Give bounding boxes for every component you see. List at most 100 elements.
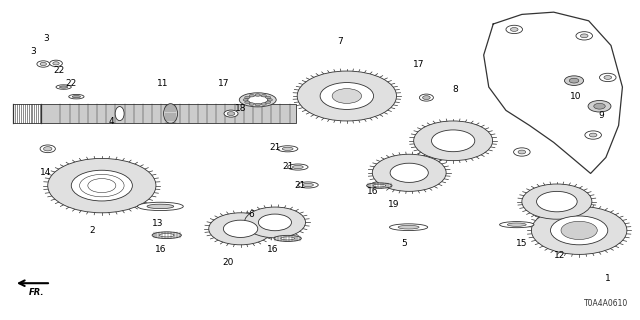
Ellipse shape [227,112,235,116]
Circle shape [518,150,525,154]
Text: 9: 9 [598,111,604,120]
Ellipse shape [164,104,177,124]
Circle shape [413,121,493,161]
Text: 7: 7 [338,37,344,46]
Ellipse shape [239,93,276,107]
Text: 6: 6 [248,210,254,219]
Ellipse shape [115,107,124,121]
Ellipse shape [422,96,430,100]
Ellipse shape [40,62,47,66]
Circle shape [255,94,260,96]
Circle shape [585,131,602,139]
Circle shape [580,34,588,38]
Circle shape [223,220,258,237]
Circle shape [561,221,597,239]
Circle shape [320,83,374,109]
Circle shape [531,206,627,254]
Text: T0A4A0610: T0A4A0610 [584,299,628,308]
Circle shape [297,71,397,121]
Ellipse shape [508,223,526,226]
Text: 1: 1 [605,274,611,283]
Circle shape [255,103,260,106]
Ellipse shape [390,224,428,230]
Ellipse shape [274,236,301,242]
Circle shape [522,184,592,219]
Text: 18: 18 [235,104,246,113]
Circle shape [600,73,616,82]
Text: 16: 16 [267,245,278,254]
Text: 3: 3 [30,47,36,56]
Text: 21: 21 [282,162,293,171]
Ellipse shape [50,60,62,67]
Text: 17: 17 [413,60,424,68]
Ellipse shape [56,85,71,89]
Ellipse shape [500,221,534,228]
Ellipse shape [278,146,298,152]
Circle shape [244,207,305,238]
Ellipse shape [367,183,392,188]
Circle shape [249,103,254,105]
Ellipse shape [281,237,294,240]
Text: 10: 10 [570,92,582,100]
Circle shape [569,78,579,83]
Circle shape [266,96,271,99]
Ellipse shape [37,61,50,67]
Ellipse shape [373,184,386,187]
Ellipse shape [248,96,268,104]
Ellipse shape [159,234,174,237]
Text: 8: 8 [452,85,458,94]
Circle shape [71,170,132,201]
Circle shape [588,100,611,112]
Ellipse shape [282,147,293,150]
Circle shape [266,101,271,104]
Text: 17: 17 [218,79,230,88]
Ellipse shape [68,94,84,99]
Text: 13: 13 [152,220,164,228]
Text: 12: 12 [554,252,566,260]
Ellipse shape [72,96,81,98]
FancyBboxPatch shape [42,104,296,123]
Circle shape [589,133,597,137]
Ellipse shape [287,164,308,170]
Ellipse shape [138,202,183,211]
Circle shape [564,76,584,85]
Ellipse shape [152,232,181,239]
Circle shape [244,96,250,99]
Text: 16: 16 [367,188,378,196]
Circle shape [268,99,273,101]
Circle shape [249,94,254,97]
Text: 21: 21 [294,181,306,190]
Circle shape [372,154,446,191]
Ellipse shape [398,225,419,229]
Circle shape [536,191,577,212]
Ellipse shape [40,145,56,153]
Circle shape [604,76,612,79]
Circle shape [209,213,273,245]
Text: 15: 15 [516,239,527,248]
Circle shape [511,28,518,31]
Circle shape [513,148,530,156]
Text: 5: 5 [401,239,407,248]
Ellipse shape [147,204,173,209]
Text: 19: 19 [388,200,399,209]
Ellipse shape [60,86,68,88]
Ellipse shape [44,147,52,151]
Circle shape [261,103,266,105]
Ellipse shape [303,183,314,187]
Circle shape [332,89,362,103]
Circle shape [243,99,248,101]
Text: 4: 4 [109,117,114,126]
Circle shape [506,25,522,34]
Circle shape [594,103,605,109]
Text: 2: 2 [90,226,95,235]
Circle shape [48,158,156,213]
Circle shape [259,214,291,231]
Text: 20: 20 [222,258,234,267]
Ellipse shape [298,182,318,188]
Ellipse shape [224,110,238,117]
Text: FR.: FR. [29,288,45,297]
Text: 3: 3 [43,34,49,43]
Text: 11: 11 [157,79,168,88]
Text: 16: 16 [155,245,166,254]
Circle shape [576,32,593,40]
